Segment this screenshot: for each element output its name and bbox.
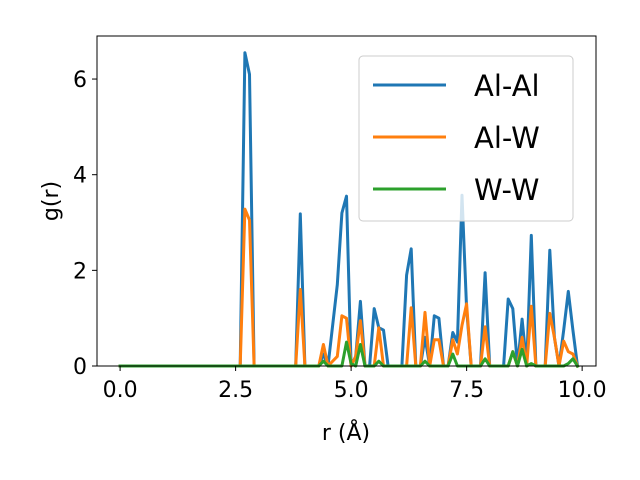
legend: Al-Al Al-W W-W [358, 55, 574, 222]
y-tick-label: 6 [73, 68, 87, 93]
x-tick-label: 7.5 [449, 378, 484, 403]
series-line-2 [118, 207, 580, 368]
plot-frame [96, 35, 597, 367]
legend-label: Al-W [474, 121, 540, 155]
legend-label: W-W [474, 173, 539, 207]
y-axis: 0 2 4 6 [73, 68, 97, 380]
x-tick-label: 10.0 [558, 378, 607, 403]
x-tick-label: 2.5 [218, 378, 253, 403]
x-tick-label: 5.0 [334, 378, 369, 403]
legend-box [358, 55, 574, 222]
y-tick-label: 4 [73, 164, 87, 189]
x-tick-label: 0.0 [103, 378, 138, 403]
legend-label: Al-Al [474, 69, 540, 103]
y-tick-label: 2 [73, 259, 87, 284]
series-line-3 [118, 340, 580, 369]
y-tick-label: 0 [73, 355, 87, 380]
y-axis-label: g(r) [39, 181, 64, 221]
x-axis-label: r (Å) [322, 419, 370, 446]
x-axis: 0.0 2.5 5.0 7.5 10.0 [103, 366, 607, 403]
